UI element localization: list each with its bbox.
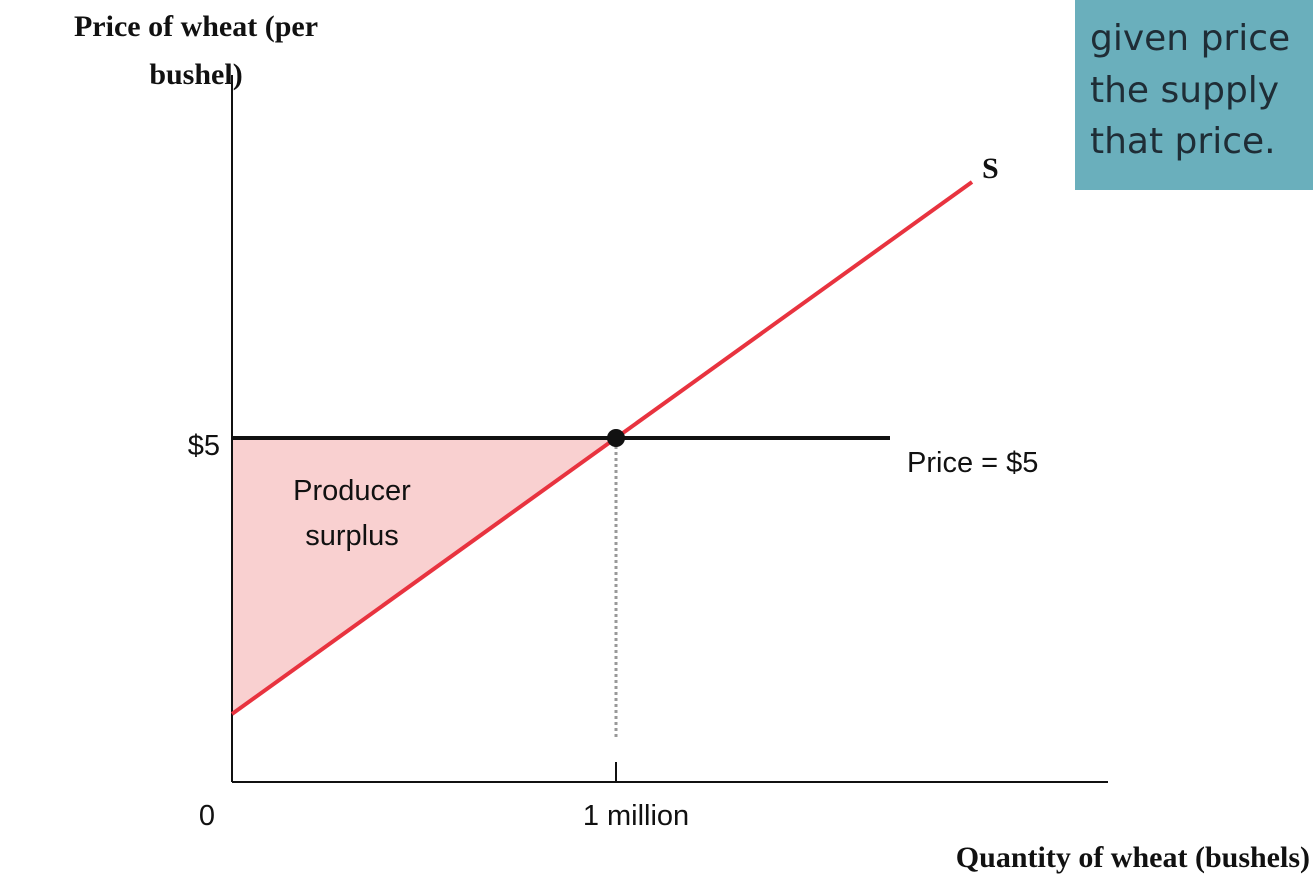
callout-line: that price. <box>1090 121 1276 162</box>
x-axis-label: Quantity of wheat (bushels) <box>956 841 1310 874</box>
area-label: surplus <box>305 520 399 552</box>
callout-box <box>1075 0 1313 190</box>
equilibrium-point <box>607 429 625 447</box>
supply-curve <box>230 180 974 716</box>
callout-line: the supply <box>1090 70 1279 111</box>
quantity-tick-label: 1 million <box>583 800 689 832</box>
price-line-label: Price = $5 <box>907 447 1038 479</box>
y-axis-label: Price of wheat (per <box>74 10 318 43</box>
price-tick-label: $5 <box>188 430 220 462</box>
origin-label: 0 <box>199 800 215 832</box>
area-label: Producer <box>293 475 411 507</box>
y-axis-label: bushel) <box>149 58 242 91</box>
callout-line: given price <box>1090 18 1290 59</box>
supply-label: S <box>982 152 999 185</box>
